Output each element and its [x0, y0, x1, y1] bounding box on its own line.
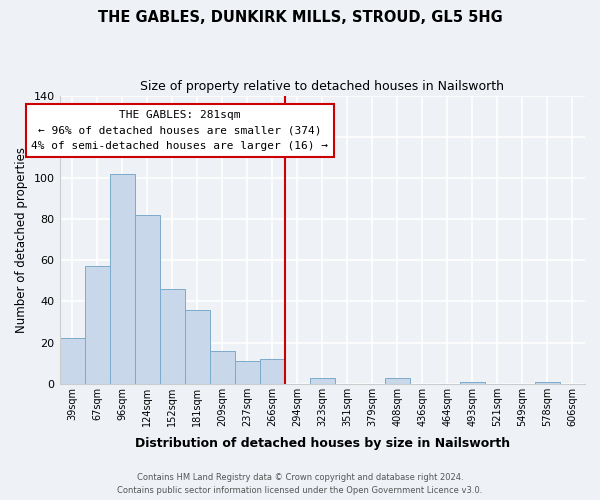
- Bar: [85, 266, 110, 384]
- Text: Contains HM Land Registry data © Crown copyright and database right 2024.
Contai: Contains HM Land Registry data © Crown c…: [118, 474, 482, 495]
- Y-axis label: Number of detached properties: Number of detached properties: [15, 146, 28, 332]
- Bar: [59, 338, 85, 384]
- Bar: [235, 361, 260, 384]
- Bar: [385, 378, 410, 384]
- Bar: [535, 382, 560, 384]
- Bar: [460, 382, 485, 384]
- Bar: [185, 310, 209, 384]
- Bar: [134, 215, 160, 384]
- Bar: [160, 289, 185, 384]
- Bar: [310, 378, 335, 384]
- Text: THE GABLES, DUNKIRK MILLS, STROUD, GL5 5HG: THE GABLES, DUNKIRK MILLS, STROUD, GL5 5…: [98, 10, 502, 25]
- Bar: [260, 359, 285, 384]
- Bar: [110, 174, 134, 384]
- Title: Size of property relative to detached houses in Nailsworth: Size of property relative to detached ho…: [140, 80, 504, 93]
- Bar: [209, 351, 235, 384]
- X-axis label: Distribution of detached houses by size in Nailsworth: Distribution of detached houses by size …: [135, 437, 510, 450]
- Text: THE GABLES: 281sqm
← 96% of detached houses are smaller (374)
4% of semi-detache: THE GABLES: 281sqm ← 96% of detached hou…: [31, 110, 328, 151]
